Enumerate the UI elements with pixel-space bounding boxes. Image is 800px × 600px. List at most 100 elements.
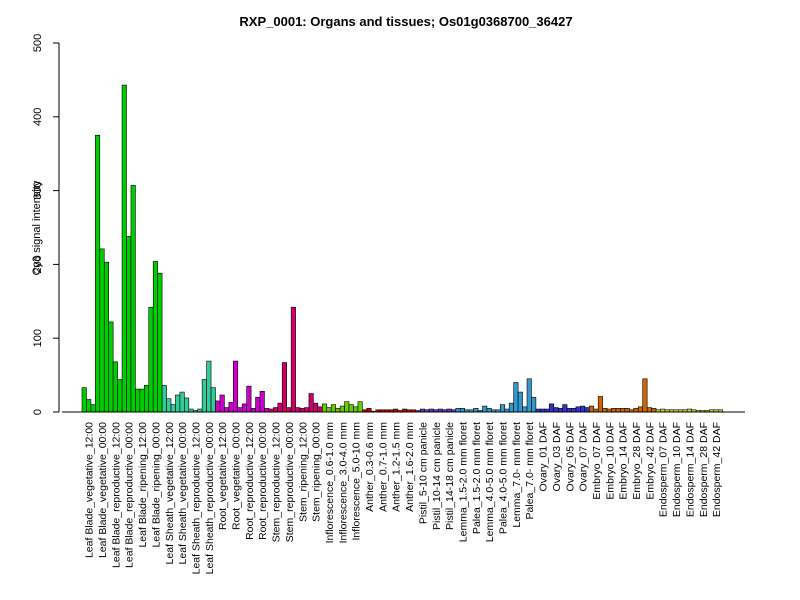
bar — [553, 407, 559, 413]
y-tick-label: 300 — [32, 181, 44, 199]
x-category-label: Leaf Blade_reproductive_12:00 — [110, 422, 122, 568]
x-category-label: Palea_4.0-5.0 mm floret — [498, 422, 510, 534]
x-category-label: Ovary_07 DAF — [578, 422, 590, 491]
bar — [651, 408, 657, 413]
y-tick-label: 0 — [32, 409, 44, 415]
bar — [339, 405, 345, 413]
bar — [499, 404, 506, 413]
bar — [588, 405, 595, 413]
x-category-label: Root_reproductive_00:00 — [257, 422, 269, 540]
bar — [246, 385, 252, 413]
x-category-label: Stem_reproductive_00:00 — [284, 422, 296, 542]
bar — [210, 387, 216, 413]
bar — [228, 402, 234, 413]
bar — [259, 391, 265, 413]
x-category-label: Leaf Sheath_vegetative_12:00 — [164, 422, 176, 565]
bar — [348, 404, 354, 413]
y-axis: 0 100 200 300 400 500 — [32, 34, 60, 415]
bar — [299, 408, 305, 413]
bar — [548, 403, 554, 413]
bar — [357, 401, 363, 413]
bar — [241, 403, 247, 413]
bar — [166, 398, 172, 413]
x-category-label: Leaf Blade_ripening_00:00 — [150, 422, 162, 548]
x-category-label: Embryo_28 DAF — [631, 422, 643, 500]
bar — [237, 407, 243, 413]
bar — [620, 408, 626, 413]
bar — [642, 378, 648, 413]
bar — [637, 406, 643, 413]
y-tick-label: 400 — [32, 108, 44, 126]
bar — [321, 403, 328, 413]
bar — [148, 306, 154, 413]
bar — [135, 388, 141, 413]
bar — [273, 407, 279, 413]
bar — [344, 401, 350, 413]
bar — [108, 321, 114, 413]
bar — [459, 408, 465, 413]
bar — [522, 406, 528, 413]
x-category-label: Anther_1.6-2.0 mm — [404, 422, 416, 512]
bar — [112, 361, 118, 413]
bar — [90, 404, 96, 413]
bar — [233, 360, 239, 413]
bar — [175, 394, 181, 413]
bar — [157, 272, 163, 413]
x-category-label: Anther_1.2-1.5 mm — [391, 422, 403, 512]
x-category-label: Endosperm_10 DAF — [671, 422, 683, 517]
bar — [179, 391, 185, 413]
bar — [304, 407, 310, 413]
x-category-label: Leaf Blade_vegetative_00:00 — [97, 422, 109, 558]
x-category-label: Pistil_5-10 cm panicle — [417, 422, 429, 524]
bar — [86, 399, 92, 413]
bar — [99, 248, 105, 413]
bar — [281, 362, 287, 413]
bar — [219, 394, 225, 413]
bar — [308, 393, 314, 413]
bar — [473, 408, 479, 413]
x-category-label: Leaf Sheath_vegetative_00:00 — [177, 422, 189, 565]
bar — [571, 408, 577, 413]
bar — [615, 408, 621, 413]
bar — [290, 306, 296, 413]
x-category-label: Root_vegetative_12:00 — [217, 422, 229, 530]
x-category-label: Endosperm_42 DAF — [711, 422, 723, 517]
bar — [201, 379, 207, 413]
x-category-label: Inflorescence_3.0-4.0 mm — [337, 422, 349, 544]
x-category-label: Leaf Blade_reproductive_00:00 — [124, 422, 136, 568]
x-category-label: Root_reproductive_12:00 — [244, 422, 256, 540]
bar — [486, 408, 492, 413]
x-category-label: Inflorescence_0.6-1.0 mm — [324, 422, 336, 544]
x-category-label: Ovary_01 DAF — [538, 422, 550, 491]
bar — [215, 400, 221, 413]
bar — [295, 407, 301, 413]
bar — [152, 261, 158, 413]
bar — [624, 408, 630, 413]
x-category-label: Leaf Sheath_reproductive_12:00 — [190, 422, 202, 575]
x-category-label: Palea_7.0- mm floret — [524, 422, 536, 520]
bar — [646, 407, 652, 413]
y-tick-label: 100 — [32, 329, 44, 347]
bar — [224, 407, 230, 413]
bar — [330, 404, 336, 413]
y-tick-label: 200 — [32, 255, 44, 273]
x-category-label: Leaf Blade_ripening_12:00 — [137, 422, 149, 548]
x-category-label: Stem_reproductive_12:00 — [271, 422, 283, 542]
x-category-label: Embryo_07 DAF — [591, 422, 603, 500]
bar — [526, 378, 532, 413]
bar — [597, 396, 603, 413]
bar — [326, 407, 332, 413]
bar — [139, 388, 145, 413]
x-category-label: Endosperm_14 DAF — [684, 422, 696, 517]
bar — [557, 408, 563, 413]
bar — [531, 396, 537, 413]
bar — [566, 408, 572, 413]
y-tick-label: 500 — [32, 34, 44, 52]
chart-title: RXP_0001: Organs and tissues; Os01g03687… — [239, 14, 572, 29]
bar — [508, 402, 514, 413]
x-category-label: Inflorescence_5.0-10 mm — [351, 422, 363, 541]
bar — [126, 236, 132, 413]
bars-layer — [81, 84, 724, 413]
bar — [264, 408, 270, 413]
